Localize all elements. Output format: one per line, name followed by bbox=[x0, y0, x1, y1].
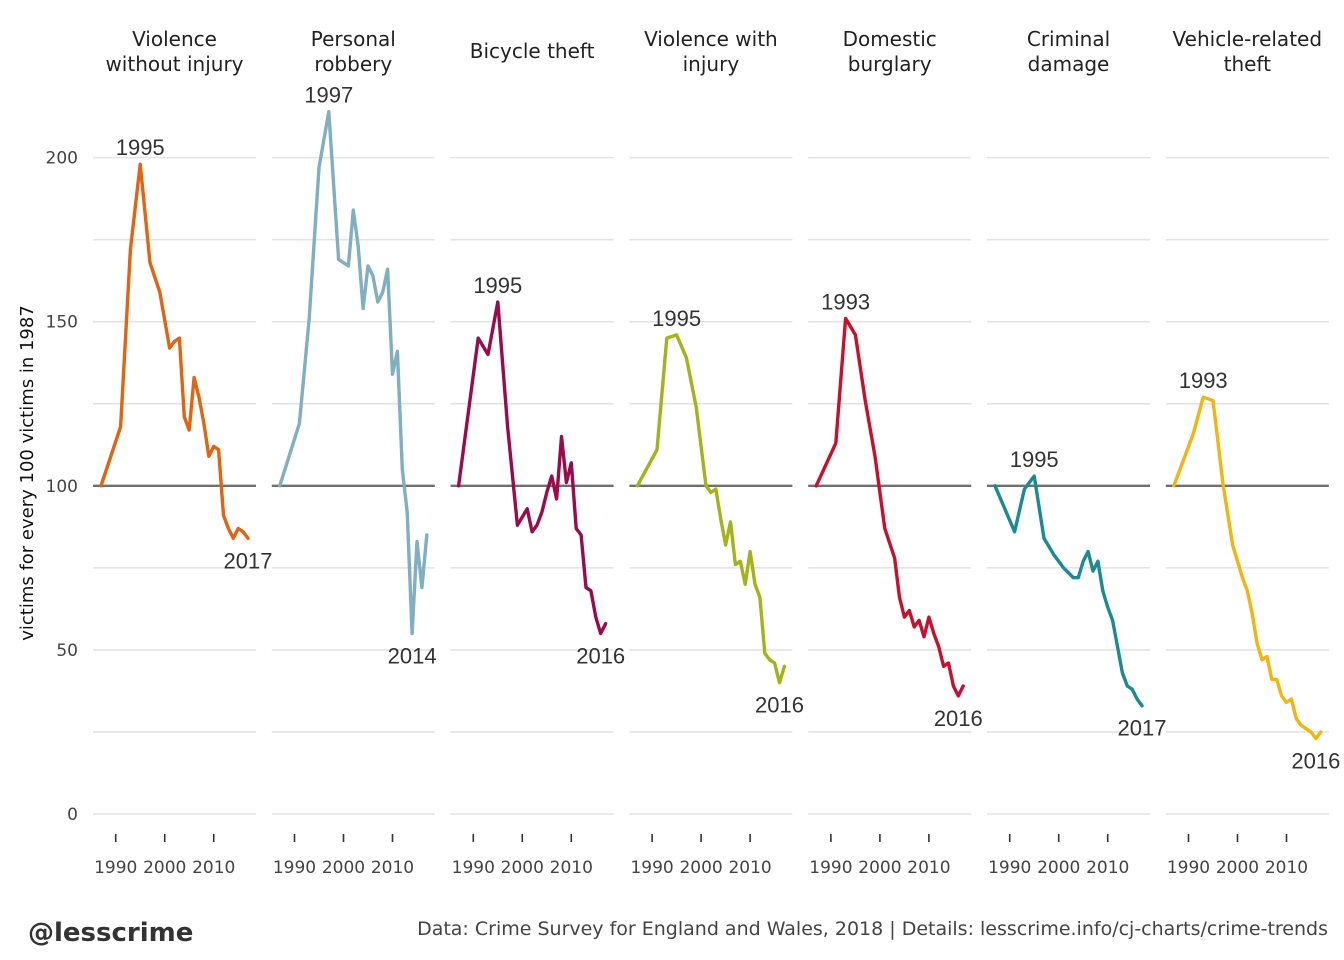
x-tick-label: 2010 bbox=[192, 858, 235, 878]
series-line bbox=[993, 474, 1144, 708]
series-line bbox=[814, 316, 965, 698]
panel-title: Criminal bbox=[1027, 27, 1110, 51]
low-year-label: 2016 bbox=[755, 693, 804, 718]
low-year-label: 2016 bbox=[1291, 749, 1340, 774]
peak-year-label: 1995 bbox=[652, 306, 701, 331]
x-tick-label: 1990 bbox=[94, 858, 137, 878]
y-tick-label: 50 bbox=[56, 641, 78, 661]
x-tick-label: 2000 bbox=[143, 858, 186, 878]
peak-year-label: 1995 bbox=[116, 135, 165, 160]
peak-year-label: 1993 bbox=[821, 289, 870, 314]
x-tick-label: 2010 bbox=[371, 858, 414, 878]
peak-year-label: 1993 bbox=[1179, 368, 1228, 393]
author-handle: @lesscrime bbox=[28, 918, 194, 948]
low-year-label: 2014 bbox=[388, 644, 437, 669]
series-line bbox=[99, 162, 250, 540]
y-tick-label: 0 bbox=[67, 805, 78, 825]
panel-title: Personal bbox=[311, 27, 396, 51]
y-axis: 0 50 100 150 200 victims for every 100 victim… bbox=[17, 149, 78, 825]
x-tick-label: 2000 bbox=[501, 858, 544, 878]
x-tick-label: 1990 bbox=[988, 858, 1031, 878]
low-year-label: 2017 bbox=[224, 548, 273, 573]
x-tick-label: 2010 bbox=[1265, 858, 1308, 878]
y-tick-label: 100 bbox=[46, 477, 78, 497]
x-tick-label: 2010 bbox=[1086, 858, 1129, 878]
low-year-label: 2017 bbox=[1118, 716, 1167, 741]
x-tick-label: 1990 bbox=[809, 858, 852, 878]
x-tick-label: 2010 bbox=[728, 858, 771, 878]
x-tick-label: 2010 bbox=[550, 858, 593, 878]
x-tick-label: 2000 bbox=[858, 858, 901, 878]
panel: Bicycle theft 1990 2000 2010 1995 2016 bbox=[450, 39, 625, 878]
series-line bbox=[278, 109, 429, 636]
x-tick-label: 2000 bbox=[679, 858, 722, 878]
panel-title: burglary bbox=[848, 52, 932, 76]
peak-year-label: 1995 bbox=[473, 273, 522, 298]
panel-title: without injury bbox=[105, 52, 243, 76]
low-year-label: 2016 bbox=[576, 644, 625, 669]
faceted-line-chart: 0 50 100 150 200 victims for every 100 victim… bbox=[17, 27, 1340, 878]
panel-title: injury bbox=[683, 52, 740, 76]
series-line bbox=[1172, 395, 1323, 741]
y-axis-label: victims for every 100 victims in 1987 bbox=[17, 305, 38, 641]
panel-title: Domestic bbox=[843, 27, 937, 51]
series-line bbox=[456, 300, 608, 636]
x-tick-label: 2000 bbox=[1216, 858, 1259, 878]
panel-title: theft bbox=[1224, 52, 1272, 76]
panel-title: Vehicle-related bbox=[1173, 27, 1322, 51]
peak-year-label: 1995 bbox=[1010, 447, 1059, 472]
panel-title: robbery bbox=[314, 52, 392, 76]
x-tick-label: 2000 bbox=[1037, 858, 1080, 878]
panel-title: damage bbox=[1028, 52, 1110, 76]
panel-title: Violence with bbox=[644, 27, 778, 51]
x-tick-label: 1990 bbox=[1167, 858, 1210, 878]
low-year-label: 2016 bbox=[934, 706, 983, 731]
panel-title: Violence bbox=[132, 27, 217, 51]
data-source-note: Data: Crime Survey for England and Wales… bbox=[417, 918, 1328, 940]
y-tick-label: 200 bbox=[46, 149, 78, 169]
peak-year-label: 1997 bbox=[304, 83, 353, 108]
series-line bbox=[635, 333, 787, 685]
x-tick-label: 1990 bbox=[273, 858, 316, 878]
x-tick-label: 1990 bbox=[452, 858, 495, 878]
y-tick-label: 150 bbox=[46, 313, 78, 333]
x-tick-label: 1990 bbox=[630, 858, 673, 878]
panel-title: Bicycle theft bbox=[470, 39, 595, 63]
x-tick-label: 2000 bbox=[322, 858, 365, 878]
x-tick-label: 2010 bbox=[907, 858, 950, 878]
